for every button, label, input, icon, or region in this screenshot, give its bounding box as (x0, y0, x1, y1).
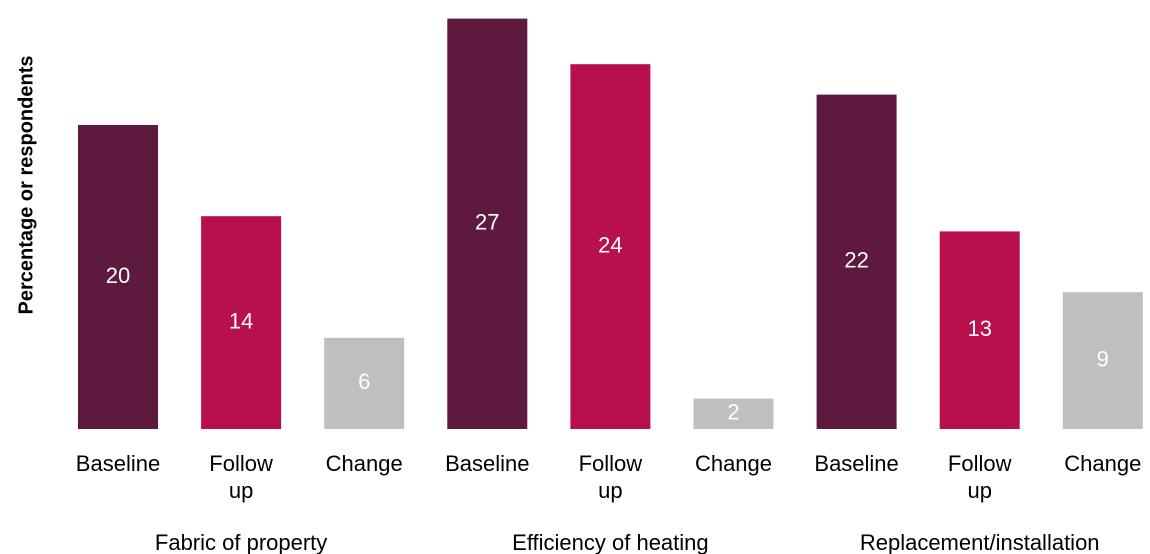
bar-fabric-of-property-baseline (78, 125, 158, 429)
bar-efficiency-of-heating-change (693, 398, 774, 429)
data-label-fabric-of-property-baseline: 20 (106, 263, 130, 288)
data-label-replacement-installation-follow-up: 13 (967, 316, 991, 341)
data-label-replacement-installation-change: 9 (1097, 346, 1109, 371)
data-label-efficiency-of-heating-change: 2 (727, 400, 739, 425)
data-label-fabric-of-property-change: 6 (358, 369, 370, 394)
x-tick-label-fabric-of-property-follow-up: Follow (209, 451, 273, 476)
data-label-replacement-installation-baseline: 22 (844, 248, 868, 273)
bar-replacement-installation-baseline (816, 94, 897, 429)
x-tick-label-efficiency-of-heating-change: Change (695, 451, 772, 476)
x-tick-label-fabric-of-property-follow-up: up (229, 478, 253, 503)
bar-fabric-of-property-follow-up (201, 216, 282, 429)
bar-efficiency-of-heating-baseline (447, 18, 528, 429)
data-label-efficiency-of-heating-baseline: 27 (475, 210, 499, 235)
x-tick-label-efficiency-of-heating-follow-up: up (598, 478, 622, 503)
group-label-efficiency-of-heating: Efficiency of heating (512, 530, 709, 554)
x-tick-label-replacement-installation-baseline: Baseline (814, 451, 898, 476)
bar-fabric-of-property-change (324, 337, 405, 429)
data-label-fabric-of-property-follow-up: 14 (229, 308, 253, 333)
x-tick-label-fabric-of-property-baseline: Baseline (76, 451, 160, 476)
x-tick-label-replacement-installation-follow-up: up (967, 478, 991, 503)
group-label-fabric-of-property: Fabric of property (155, 530, 327, 554)
x-tick-label-replacement-installation-change: Change (1064, 451, 1141, 476)
x-tick-label-efficiency-of-heating-follow-up: Follow (579, 451, 643, 476)
x-tick-label-replacement-installation-follow-up: Follow (948, 451, 1012, 476)
x-tick-label-efficiency-of-heating-baseline: Baseline (445, 451, 529, 476)
bar-replacement-installation-follow-up (939, 231, 1020, 429)
y-axis-label: Percentage or respondents (15, 56, 37, 315)
group-label-replacement-installation: Replacement/installation (860, 530, 1100, 554)
bar-replacement-installation-change (1062, 292, 1143, 429)
data-label-efficiency-of-heating-follow-up: 24 (598, 232, 622, 257)
x-tick-label-fabric-of-property-change: Change (326, 451, 403, 476)
bar-efficiency-of-heating-follow-up (570, 64, 651, 429)
